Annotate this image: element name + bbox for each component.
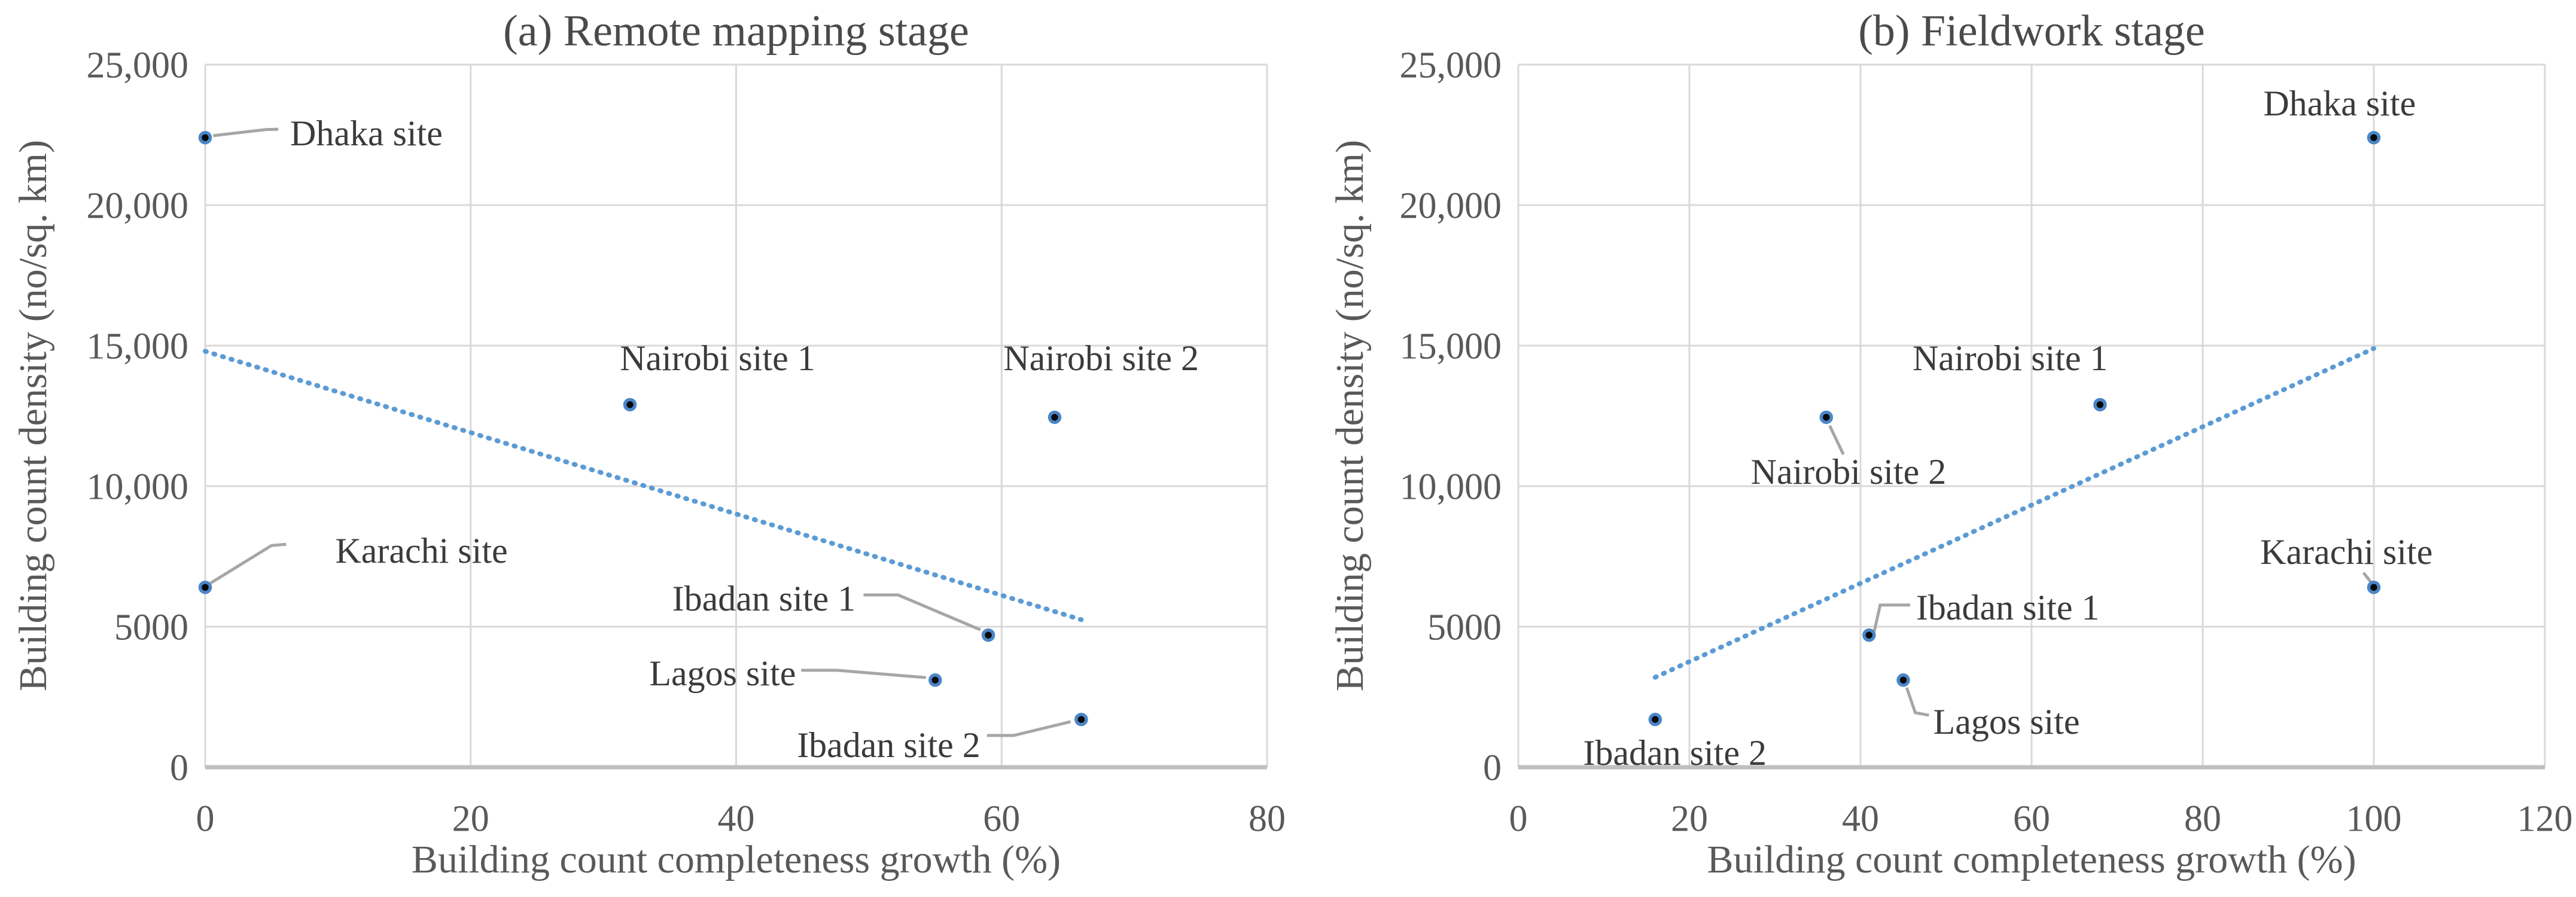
data-point-marker: [1896, 673, 1910, 687]
x-tick-label: 40: [718, 799, 755, 840]
leader-line: [2362, 572, 2373, 584]
trendline: [1652, 346, 2376, 680]
x-tick-label: 80: [2184, 799, 2221, 840]
data-point-marker: [2367, 580, 2381, 594]
x-axis-title-b: Building count completeness growth (%): [1707, 838, 2356, 881]
data-point-marker: [1074, 712, 1088, 727]
data-point-marker: [1819, 410, 1834, 425]
x-tick-label: 60: [983, 799, 1020, 840]
data-point-marker: [198, 580, 212, 594]
point-label: Ibadan site 1: [672, 579, 856, 618]
y-tick-label: 10,000: [87, 467, 189, 508]
leader-line: [986, 720, 1071, 737]
data-point-marker: [928, 673, 942, 687]
point-label: Dhaka site: [290, 114, 443, 153]
y-tick-label: 25,000: [87, 45, 189, 86]
leader-line: [209, 542, 287, 585]
data-point-marker: [198, 130, 212, 145]
x-tick-label: 40: [1842, 799, 1879, 840]
y-tick-label: 15,000: [87, 327, 189, 367]
x-tick-label: 100: [2346, 799, 2402, 840]
y-tick-label: 20,000: [1400, 186, 1502, 227]
leader-line: [863, 593, 981, 631]
data-point-marker: [1648, 712, 1662, 727]
leader-line: [213, 127, 279, 138]
panel-fieldwork: (b) Fieldwork stage Building count densi…: [1288, 0, 2576, 897]
y-tick-label: 15,000: [1400, 327, 1502, 367]
chart-title-b: (b) Fieldwork stage: [1858, 7, 2205, 56]
leader-line: [1872, 603, 1910, 632]
data-point-marker: [1862, 628, 1876, 642]
y-tick-label: 10,000: [1400, 467, 1502, 508]
y-tick-label: 25,000: [1400, 45, 1502, 86]
y-tick-label: 0: [170, 748, 188, 789]
x-tick-label: 0: [196, 799, 215, 840]
trendline: [203, 349, 1084, 623]
scatter-plot-remote-mapping: 0 20 40 60 80 0 5000 10,000 15,000 20,000 25,000 Dh…: [87, 45, 1286, 840]
y-tick-label: 0: [1483, 748, 1502, 789]
x-axis-title-a: Building count completeness growth (%): [411, 838, 1061, 881]
point-label: Lagos site: [649, 654, 796, 693]
point-label: Nairobi site 2: [1003, 338, 1199, 378]
point-label: Lagos site: [1933, 702, 2080, 742]
x-tick-label: 20: [1671, 799, 1708, 840]
point-label: Nairobi site 2: [1751, 452, 1947, 492]
point-label: Ibadan site 2: [1583, 733, 1767, 773]
x-tick-label: 20: [452, 799, 489, 840]
chart-title-a: (a) Remote mapping stage: [503, 7, 969, 56]
x-tick-label: 80: [1249, 799, 1286, 840]
y-tick-label: 20,000: [87, 186, 189, 227]
point-label: Dhaka site: [2263, 84, 2416, 123]
point-label: Ibadan site 1: [1916, 588, 2100, 627]
x-tick-label: 0: [1509, 799, 1528, 840]
point-label: Karachi site: [335, 531, 507, 570]
data-point-marker: [2093, 398, 2107, 411]
data-point-marker: [981, 628, 995, 642]
data-point-marker: [623, 398, 637, 411]
y-tick-label: 5000: [114, 608, 188, 648]
leader-line: [1828, 425, 1845, 455]
scatter-plot-fieldwork: 0 20 40 60 80 100 120 0 5000 10,000 15,000 20,000 25…: [1400, 45, 2573, 840]
data-point-marker: [2367, 130, 2381, 145]
x-tick-label: 60: [2013, 799, 2050, 840]
leader-line: [801, 669, 926, 679]
x-tick-label: 120: [2517, 799, 2573, 840]
point-label: Karachi site: [2260, 532, 2432, 572]
point-label: Nairobi site 1: [620, 338, 815, 378]
panel-remote-mapping: (a) Remote mapping stage Building count …: [11, 7, 1286, 881]
y-tick-label: 5000: [1427, 608, 1502, 648]
leader-line: [1905, 687, 1929, 717]
data-point-marker: [1048, 410, 1062, 425]
point-label: Nairobi site 1: [1913, 338, 2108, 378]
point-label: Ibadan site 2: [797, 725, 981, 765]
